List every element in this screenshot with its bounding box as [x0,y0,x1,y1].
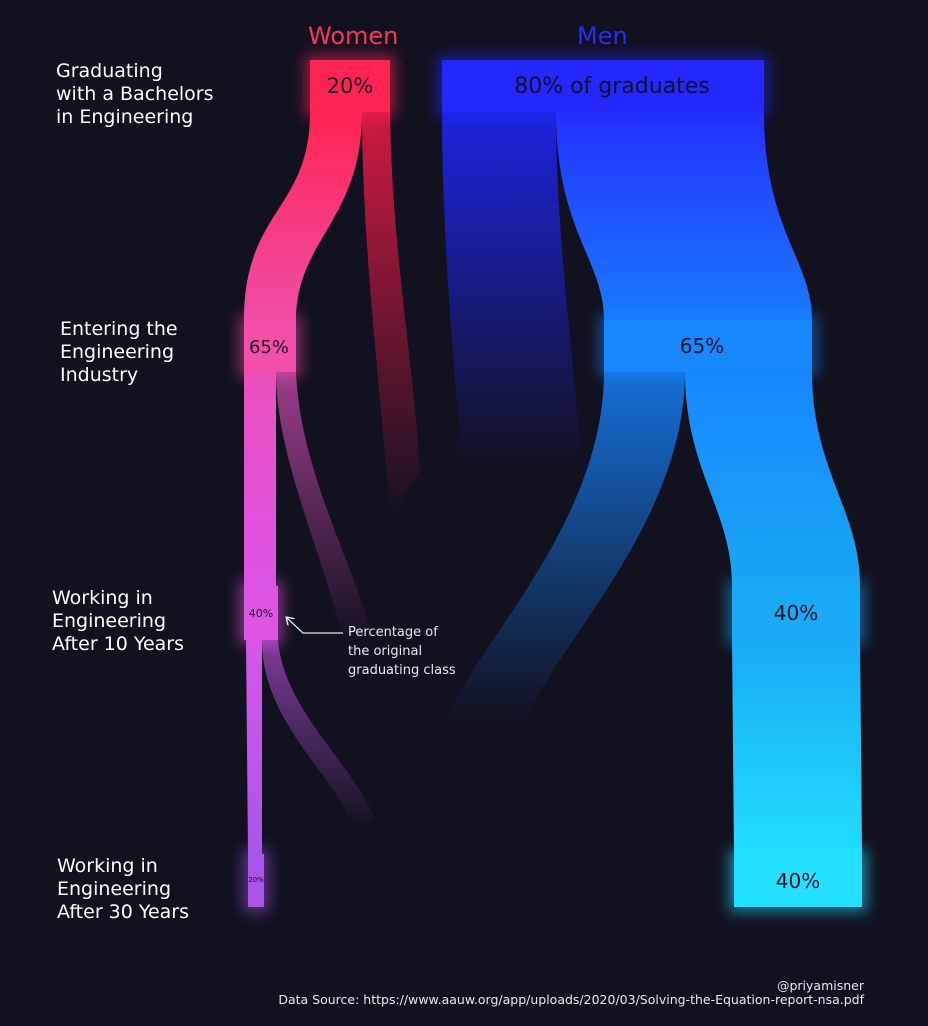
men-flows [442,112,862,854]
men-node-entering-label: 65% [680,334,724,358]
women-node-10-years [244,586,278,640]
annotation-text: Percentage of the original graduating cl… [348,625,456,678]
women-nodes: 20% 65% 40% 20% [239,55,395,912]
stage-label-30-years: Working in Engineering After 30 Years [57,855,190,923]
stage-label-entering: Entering the Engineering Industry [60,318,178,386]
women-flows [244,112,420,854]
women-continue-flow-3 [246,640,262,854]
women-node-entering-label: 65% [249,337,289,358]
women-node-graduating-label: 20% [327,74,374,98]
men-node-entering [604,320,812,372]
men-dropout-flow-1 [442,112,580,470]
men-node-graduating-label: 80% of graduates [514,74,710,99]
men-continue-flow-2 [685,372,860,586]
women-column-header: Women [308,22,399,50]
men-node-10-years-label: 40% [774,601,818,625]
women-dropout-flow-3 [262,640,376,830]
women-node-graduating [310,60,390,112]
men-column-header: Men [577,22,628,50]
stage-label-graduating: Graduating with a Bachelors in Engineeri… [56,60,214,128]
women-dropout-flow-2 [276,372,370,645]
women-continue-flow-1 [244,112,362,320]
women-dropout-flow-1 [362,112,420,520]
men-dropout-flow-2 [445,372,685,720]
annotation-arrow [287,618,343,634]
men-node-10-years [732,586,860,640]
stage-label-10-years: Working in Engineering After 10 Years [52,587,185,655]
women-node-10-years-label: 40% [249,607,273,620]
women-node-30-years [248,854,264,907]
women-node-30-years-label: 20% [248,876,264,884]
men-node-30-years-label: 40% [776,869,820,893]
men-continue-flow-3 [732,640,862,854]
men-node-30-years [734,854,862,907]
women-node-entering [244,320,296,372]
women-continue-flow-2 [244,372,276,586]
data-source: Data Source: https://www.aauw.org/app/up… [278,992,864,1007]
men-continue-flow-1 [556,112,812,320]
men-node-graduating [442,60,764,112]
men-nodes: 80% of graduates 65% 40% 40% [437,55,867,912]
credit-handle: @priyamisner [776,978,864,993]
